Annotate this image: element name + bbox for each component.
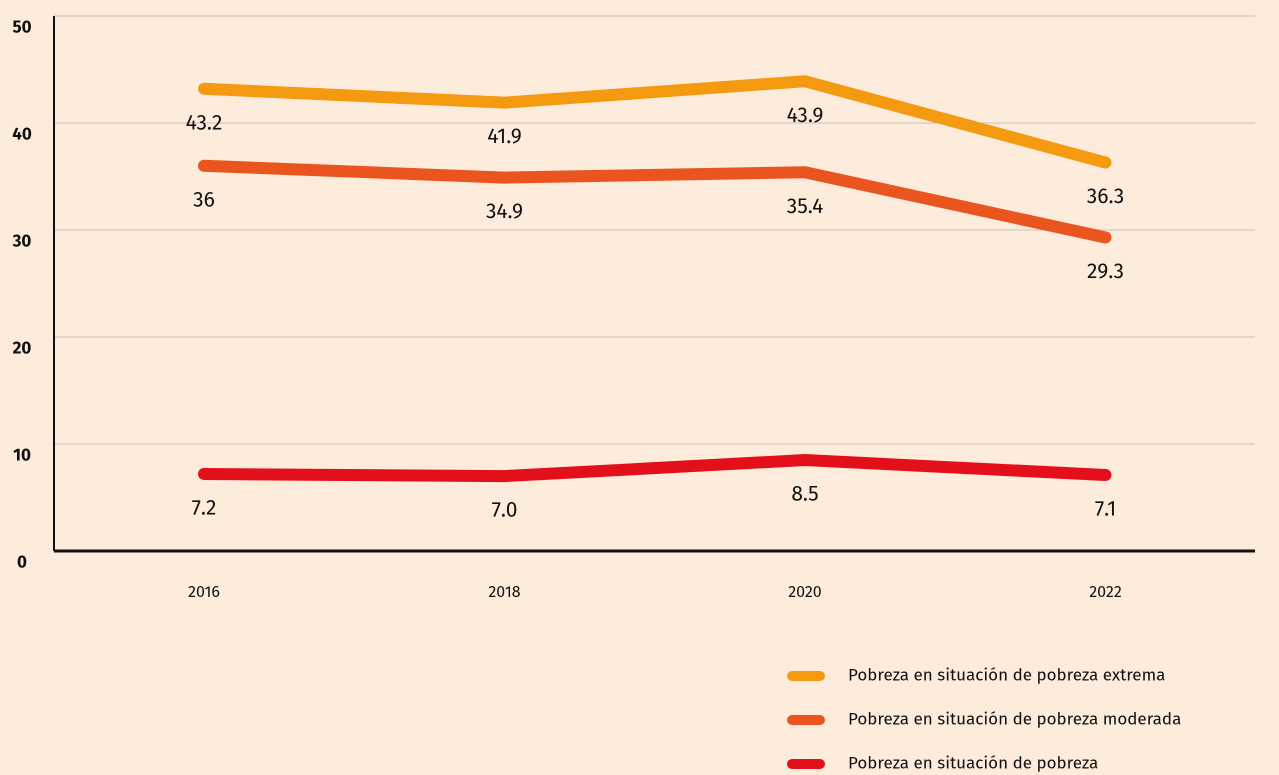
y-tick-label: 0 xyxy=(17,552,27,573)
value-label: 7.1 xyxy=(1095,496,1116,522)
value-label: 7.0 xyxy=(492,497,518,523)
x-tick-label: 2022 xyxy=(1089,583,1122,602)
series-line xyxy=(198,75,1112,169)
x-tick-label: 2020 xyxy=(788,583,822,602)
y-tick-label: 10 xyxy=(13,445,31,466)
x-tick-label: 2018 xyxy=(488,583,520,602)
legend-label: Pobreza en situación de pobreza moderada xyxy=(848,708,1181,729)
series-line xyxy=(198,454,1112,483)
x-tick-label: 2016 xyxy=(188,583,220,602)
value-label: 36 xyxy=(193,186,215,212)
series-line xyxy=(198,159,1112,244)
value-label: 36.3 xyxy=(1087,183,1124,209)
value-label: 8.5 xyxy=(791,481,818,507)
value-label: 43.9 xyxy=(787,102,824,128)
y-tick-label: 40 xyxy=(12,124,32,145)
value-label: 35.4 xyxy=(787,193,824,219)
value-label: 41.9 xyxy=(487,123,522,149)
y-tick-label: 50 xyxy=(12,17,31,38)
y-tick-label: 30 xyxy=(12,231,32,252)
y-tick-label: 20 xyxy=(13,338,32,359)
legend-label: Pobreza en situación de pobreza xyxy=(848,752,1098,773)
value-label: 29.3 xyxy=(1087,258,1124,284)
legend-label: Pobreza en situación de pobreza extrema xyxy=(848,664,1165,685)
value-label: 7.2 xyxy=(192,494,217,520)
value-label: 43.2 xyxy=(186,109,223,135)
value-label: 34.9 xyxy=(486,198,523,224)
